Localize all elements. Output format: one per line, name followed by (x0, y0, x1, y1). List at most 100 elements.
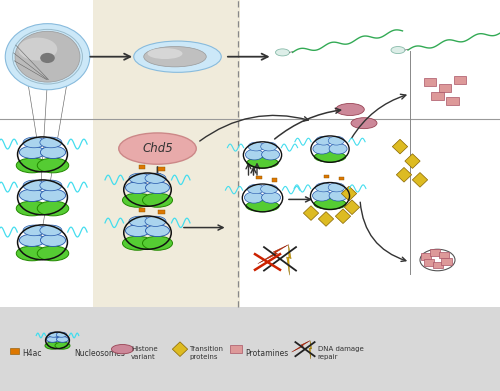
Text: Transition
proteins: Transition proteins (189, 346, 223, 360)
Ellipse shape (328, 136, 344, 145)
Ellipse shape (391, 47, 405, 54)
Ellipse shape (129, 173, 150, 183)
Ellipse shape (246, 149, 264, 160)
Text: H4ac: H4ac (22, 348, 42, 358)
Ellipse shape (40, 189, 66, 201)
Ellipse shape (16, 246, 48, 261)
Ellipse shape (20, 189, 44, 201)
Polygon shape (344, 200, 360, 215)
Ellipse shape (48, 332, 59, 337)
FancyBboxPatch shape (424, 78, 436, 86)
FancyBboxPatch shape (230, 345, 242, 353)
Ellipse shape (16, 158, 48, 173)
Ellipse shape (45, 342, 60, 349)
Ellipse shape (328, 183, 344, 192)
Ellipse shape (244, 192, 264, 203)
Polygon shape (286, 245, 291, 275)
Bar (324, 175, 329, 178)
Bar (139, 208, 145, 212)
Ellipse shape (329, 143, 347, 154)
Ellipse shape (122, 236, 152, 250)
Ellipse shape (23, 137, 45, 148)
Polygon shape (412, 172, 428, 187)
Ellipse shape (312, 190, 331, 201)
Text: Histone
variant: Histone variant (131, 346, 158, 360)
Ellipse shape (262, 149, 280, 160)
Bar (92, 0, 240, 307)
Ellipse shape (126, 182, 150, 194)
Ellipse shape (276, 49, 289, 56)
Ellipse shape (40, 146, 66, 158)
FancyBboxPatch shape (433, 262, 443, 269)
FancyBboxPatch shape (454, 76, 466, 84)
Bar (158, 167, 164, 171)
FancyBboxPatch shape (421, 253, 431, 260)
Polygon shape (342, 186, 356, 201)
Polygon shape (258, 245, 288, 264)
Polygon shape (405, 154, 420, 169)
Ellipse shape (248, 185, 264, 194)
Ellipse shape (142, 236, 172, 250)
Ellipse shape (336, 104, 364, 115)
Ellipse shape (40, 225, 62, 236)
Ellipse shape (248, 142, 264, 151)
Polygon shape (309, 341, 312, 359)
Ellipse shape (316, 183, 332, 192)
Ellipse shape (260, 142, 277, 151)
Polygon shape (396, 167, 411, 182)
Ellipse shape (142, 193, 172, 207)
Ellipse shape (38, 246, 69, 261)
Ellipse shape (129, 216, 150, 226)
Bar (0, 307, 500, 391)
Ellipse shape (260, 185, 278, 194)
FancyBboxPatch shape (424, 259, 434, 266)
Ellipse shape (56, 332, 67, 337)
Ellipse shape (144, 47, 206, 67)
Ellipse shape (56, 336, 68, 343)
Ellipse shape (314, 152, 346, 162)
Polygon shape (392, 139, 407, 154)
Text: DNA damage
repair: DNA damage repair (318, 346, 363, 360)
Ellipse shape (126, 225, 150, 237)
Text: Nucleosomes: Nucleosomes (74, 348, 125, 358)
Ellipse shape (122, 193, 152, 207)
Text: Chd5: Chd5 (142, 142, 173, 155)
Ellipse shape (148, 48, 182, 59)
Ellipse shape (15, 31, 80, 82)
Ellipse shape (55, 342, 70, 349)
Ellipse shape (38, 158, 69, 173)
Bar (10, 348, 19, 354)
Ellipse shape (40, 180, 62, 191)
Ellipse shape (314, 199, 346, 209)
Ellipse shape (40, 137, 62, 148)
Ellipse shape (119, 133, 196, 164)
Ellipse shape (146, 182, 170, 194)
Ellipse shape (23, 180, 45, 191)
Ellipse shape (329, 190, 347, 201)
Ellipse shape (316, 136, 332, 145)
FancyBboxPatch shape (439, 251, 449, 258)
Ellipse shape (246, 201, 279, 212)
Ellipse shape (247, 158, 278, 168)
Ellipse shape (20, 146, 44, 158)
Ellipse shape (134, 41, 221, 72)
Ellipse shape (145, 216, 166, 226)
Ellipse shape (18, 38, 57, 61)
Ellipse shape (5, 23, 90, 90)
Ellipse shape (40, 234, 66, 246)
Polygon shape (318, 212, 334, 226)
FancyBboxPatch shape (442, 258, 452, 265)
Ellipse shape (20, 234, 44, 246)
Ellipse shape (23, 225, 45, 236)
FancyBboxPatch shape (430, 249, 440, 256)
Ellipse shape (145, 173, 166, 183)
Bar (272, 178, 277, 181)
Ellipse shape (351, 118, 377, 129)
Bar (256, 176, 262, 179)
FancyBboxPatch shape (438, 84, 452, 92)
FancyBboxPatch shape (446, 97, 459, 105)
Ellipse shape (46, 336, 58, 343)
Text: Protamines: Protamines (245, 348, 288, 358)
FancyBboxPatch shape (431, 91, 444, 100)
Ellipse shape (38, 201, 69, 216)
